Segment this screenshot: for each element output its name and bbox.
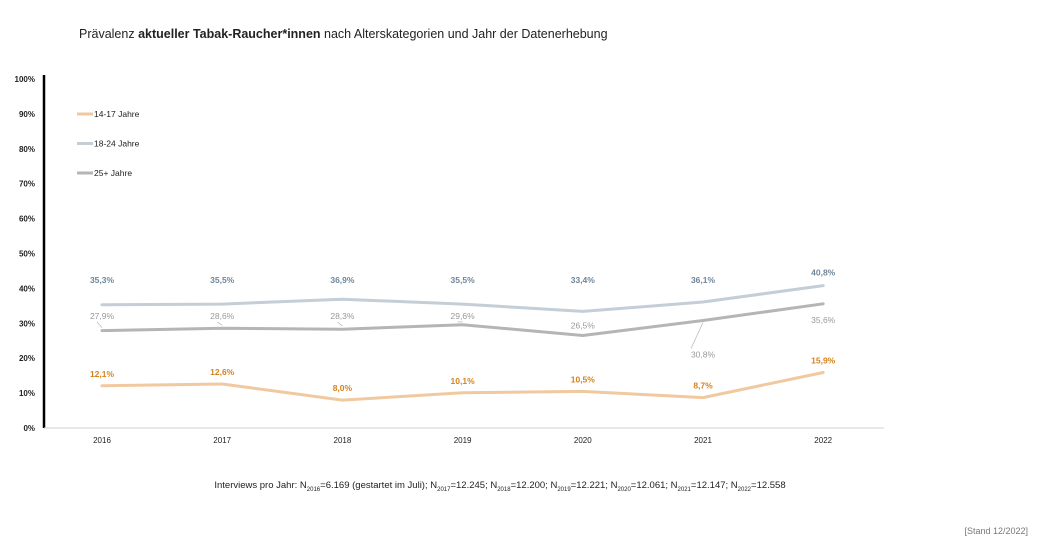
data-label: 30,8% bbox=[691, 350, 716, 360]
x-tick-label: 2022 bbox=[814, 436, 832, 445]
y-tick-label: 0% bbox=[23, 424, 35, 433]
x-tick-label: 2019 bbox=[454, 436, 472, 445]
data-label: 35,3% bbox=[90, 275, 115, 285]
label-leader bbox=[96, 321, 103, 328]
y-tick-label: 60% bbox=[19, 215, 35, 224]
y-tick-label: 40% bbox=[19, 284, 35, 293]
footnote-subscript: 2016 bbox=[306, 486, 321, 493]
x-tick-label: 2021 bbox=[694, 436, 712, 445]
data-label: 10,1% bbox=[451, 376, 476, 386]
series-line bbox=[100, 284, 825, 313]
footnote-subscript: 2017 bbox=[437, 486, 451, 493]
y-tick-label: 80% bbox=[19, 145, 35, 154]
footnote-item: ; N2022=12.558 bbox=[725, 480, 786, 493]
y-tick-label: 100% bbox=[15, 75, 35, 84]
footnote-subscript: 2021 bbox=[677, 486, 691, 493]
legend-label: 14-17 Jahre bbox=[94, 109, 140, 119]
footnote-subscript: 2020 bbox=[617, 486, 631, 493]
data-label: 28,3% bbox=[330, 311, 355, 321]
title-prefix: Prävalenz bbox=[79, 27, 139, 41]
data-label: 35,5% bbox=[210, 275, 235, 285]
label-leader bbox=[337, 321, 343, 327]
chart-title: Prävalenz aktueller Tabak-Raucher*innen … bbox=[79, 27, 608, 41]
line-chart: 0% 10% 20% 30% 40% 50% 60% 70% 80% 90% 100% 2016 201… bbox=[15, 75, 884, 445]
title-suffix: nach Alterskategorien und Jahr der Daten… bbox=[320, 27, 608, 41]
series-line bbox=[100, 302, 825, 337]
footnote-item: ; N2021=12.147 bbox=[665, 480, 726, 493]
footnote-item: ; N2017=12.245 bbox=[424, 480, 486, 493]
y-tick-label: 50% bbox=[19, 250, 35, 259]
data-label: 36,1% bbox=[691, 275, 716, 285]
y-tick-label: 30% bbox=[19, 319, 35, 328]
data-label: 35,5% bbox=[451, 275, 476, 285]
footnote: Interviews pro Jahr: N2016=6.169 (gestar… bbox=[0, 480, 1000, 493]
data-label: 10,5% bbox=[571, 374, 596, 384]
y-tick-label: 70% bbox=[19, 180, 35, 189]
y-tick-label: 20% bbox=[19, 354, 35, 363]
x-tick-label: 2020 bbox=[574, 436, 592, 445]
legend-label: 25+ Jahre bbox=[94, 168, 132, 178]
data-label: 35,6% bbox=[811, 315, 836, 325]
label-leader bbox=[690, 322, 704, 349]
data-label: 33,4% bbox=[571, 275, 596, 285]
data-label: 8,7% bbox=[693, 381, 713, 391]
footnote-item: N2016=6.169 (gestartet im Juli) bbox=[299, 480, 425, 493]
series-line bbox=[100, 371, 825, 402]
data-label: 36,9% bbox=[330, 275, 355, 285]
data-label: 40,8% bbox=[811, 268, 836, 278]
x-tick-label: 2016 bbox=[93, 436, 111, 445]
data-label: 15,9% bbox=[811, 356, 836, 366]
data-label: 8,0% bbox=[333, 383, 353, 393]
y-tick-label: 90% bbox=[19, 110, 35, 119]
footnote-subscript: 2018 bbox=[497, 486, 511, 493]
title-bold: aktueller Tabak-Raucher*innen bbox=[138, 27, 321, 41]
label-leader bbox=[216, 321, 223, 326]
data-label: 29,6% bbox=[451, 311, 476, 321]
footnote-prefix: Interviews pro Jahr: bbox=[214, 480, 300, 491]
data-label: 12,1% bbox=[90, 369, 115, 379]
data-label: 12,6% bbox=[210, 367, 235, 377]
footnote-subscript: 2019 bbox=[557, 486, 571, 493]
y-tick-label: 10% bbox=[19, 389, 35, 398]
footnote-item: ; N2018=12.200 bbox=[485, 480, 546, 493]
data-label: 28,6% bbox=[210, 311, 235, 321]
footnote-item: ; N2019=12.221 bbox=[545, 480, 606, 493]
x-tick-label: 2018 bbox=[334, 436, 352, 445]
footnote-item: ; N2020=12.061 bbox=[605, 480, 666, 493]
data-label: 26,5% bbox=[571, 321, 596, 331]
footnote-subscript: 2022 bbox=[737, 486, 752, 493]
stand-date: [Stand 12/2022] bbox=[964, 526, 1028, 536]
x-tick-label: 2017 bbox=[213, 436, 231, 445]
data-label: 27,9% bbox=[90, 311, 115, 321]
legend-label: 18-24 Jahre bbox=[94, 139, 140, 149]
